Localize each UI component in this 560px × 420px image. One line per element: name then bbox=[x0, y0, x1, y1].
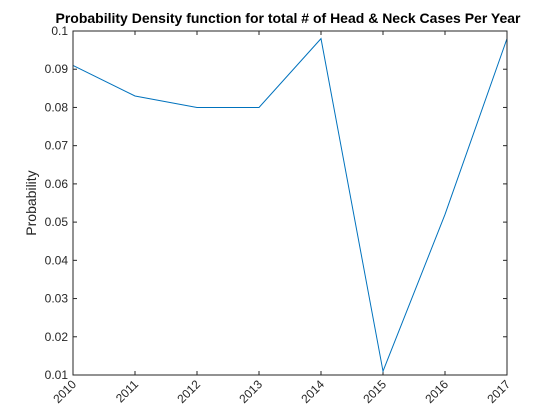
series-layer bbox=[72, 37, 508, 373]
series-line-0 bbox=[72, 37, 508, 373]
y-tick-label: 0.01 bbox=[45, 368, 69, 382]
axes-box bbox=[72, 30, 508, 376]
x-tick-label: 2013 bbox=[236, 377, 265, 406]
y-tick-label: 0.02 bbox=[45, 330, 69, 344]
y-axis-label: Probability bbox=[23, 170, 39, 235]
y-tick-label: 0.08 bbox=[45, 100, 69, 114]
chart-title: Probability Density function for total #… bbox=[56, 10, 522, 26]
x-tick-label: 2011 bbox=[113, 377, 141, 405]
x-tick-label: 2015 bbox=[360, 377, 389, 406]
y-tick-label: 0.04 bbox=[45, 253, 69, 267]
y-axis-ticks: 0.01 0.02 0.03 0.04 0.05 0.06 0.07 0.08 0.09 0.1 bbox=[45, 24, 507, 382]
y-tick-label: 0.06 bbox=[45, 177, 69, 191]
y-tick-label: 0.05 bbox=[45, 215, 69, 229]
x-tick-label: 2012 bbox=[174, 377, 203, 406]
plot-area: 0.010.020.030.040.050.060.070.080.090.1 … bbox=[45, 24, 514, 406]
y-tick-label: 0.07 bbox=[45, 139, 69, 153]
y-tick-label: 0.1 bbox=[51, 24, 68, 38]
y-tick-label: 0.09 bbox=[45, 62, 69, 76]
y-tick-label: 0.03 bbox=[45, 292, 69, 306]
x-tick-label: 2016 bbox=[422, 377, 451, 406]
x-tick-label: 2014 bbox=[298, 377, 327, 406]
x-tick-label: 2017 bbox=[484, 377, 513, 406]
